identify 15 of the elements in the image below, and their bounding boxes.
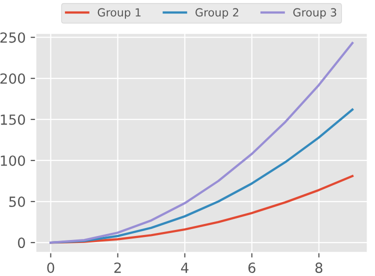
y-tick-label: 0 xyxy=(18,238,25,248)
y-tick-label: 150 xyxy=(0,114,25,125)
legend-label: Group 2 xyxy=(196,8,238,19)
x-tick-label: 8 xyxy=(315,262,322,274)
x-tick-label: 6 xyxy=(248,262,256,274)
y-tick-label: 200 xyxy=(0,73,25,84)
legend-label: Group 1 xyxy=(98,8,141,19)
y-tick-label: 250 xyxy=(0,32,25,43)
x-tick-label: 0 xyxy=(47,262,54,274)
x-tick-label: 4 xyxy=(181,262,188,273)
line-series xyxy=(50,42,354,244)
x-tick-label: 2 xyxy=(114,262,121,273)
legend-label: Group 3 xyxy=(293,8,336,19)
y-tick-label: 100 xyxy=(0,155,25,166)
y-tick-label: 50 xyxy=(9,196,25,207)
